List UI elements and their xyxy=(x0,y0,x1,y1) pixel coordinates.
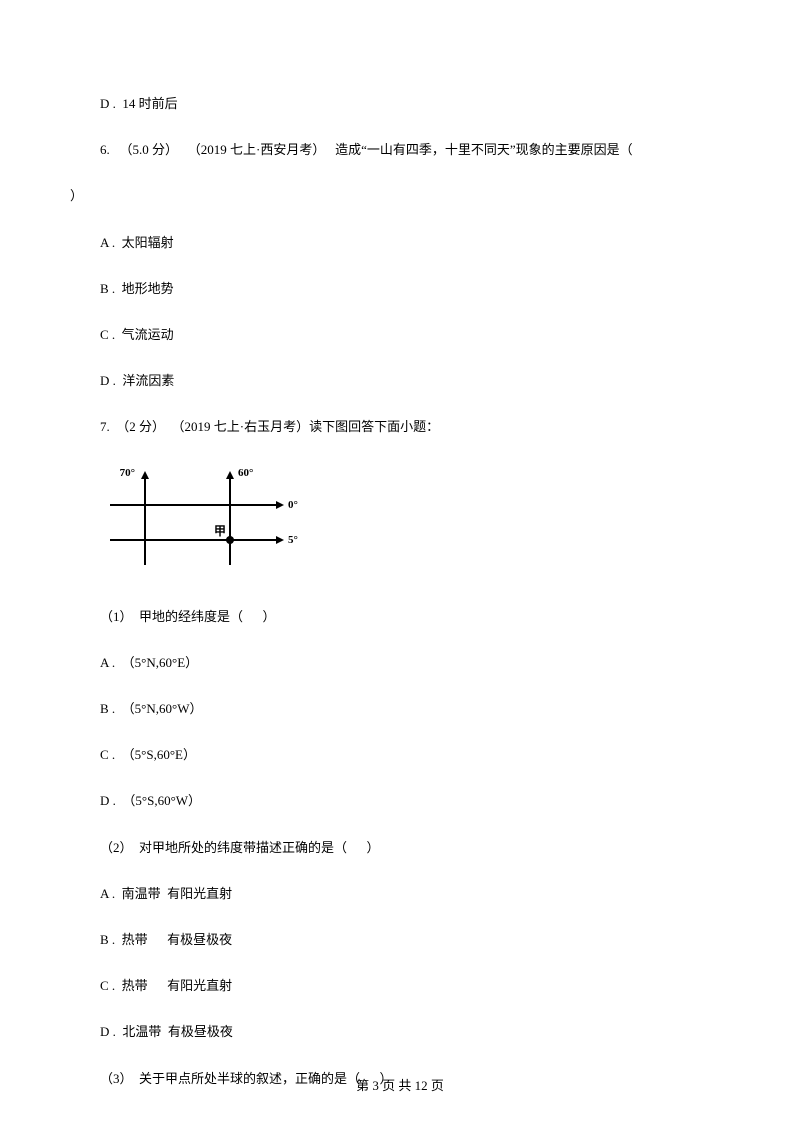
coordinate-diagram: 70° 60° 0° 5° 甲 xyxy=(100,465,300,575)
q6-option-c: C . 气流运动 xyxy=(70,326,730,344)
q7-1-option-b: B . （5°N,60°W） xyxy=(70,700,730,718)
q7-1-option-d: D . （5°S,60°W） xyxy=(70,792,730,810)
label-5: 5° xyxy=(288,534,298,546)
q7-1-option-c: C . （5°S,60°E） xyxy=(70,746,730,764)
q7-2-option-d: D . 北温带 有极昼极夜 xyxy=(70,1023,730,1041)
label-jia: 甲 xyxy=(214,524,226,538)
label-60: 60° xyxy=(238,467,253,479)
page-footer: 第 3 页 共 12 页 xyxy=(0,1075,800,1094)
q7-2-option-b: B . 热带 有极昼极夜 xyxy=(70,931,730,949)
q7-2-option-c: C . 热带 有阳光直射 xyxy=(70,977,730,995)
q5-option-d: D . 14 时前后 xyxy=(70,95,730,113)
q7-1-option-a: A . （5°N,60°E） xyxy=(70,654,730,672)
q7-sub1: （1） 甲地的经纬度是（ ） xyxy=(70,608,730,626)
label-70: 70° xyxy=(120,467,135,479)
q7-2-option-a: A . 南温带 有阳光直射 xyxy=(70,885,730,903)
q6-option-d: D . 洋流因素 xyxy=(70,372,730,390)
label-0: 0° xyxy=(288,499,298,511)
q7-stem: 7. （2 分） （2019 七上·右玉月考）读下图回答下面小题： xyxy=(70,418,730,436)
q6-option-b: B . 地形地势 xyxy=(70,280,730,298)
q7-diagram: 70° 60° 0° 5° 甲 xyxy=(100,465,730,580)
page-content: D . 14 时前后 6. （5.0 分） （2019 七上·西安月考） 造成“… xyxy=(0,0,800,1088)
q6-option-a: A . 太阳辐射 xyxy=(70,234,730,252)
q6-stem-close: ） xyxy=(70,187,730,205)
q7-sub2: （2） 对甲地所处的纬度带描述正确的是（ ） xyxy=(70,839,730,857)
q6-stem: 6. （5.0 分） （2019 七上·西安月考） 造成“一山有四季，十里不同天… xyxy=(70,141,730,159)
